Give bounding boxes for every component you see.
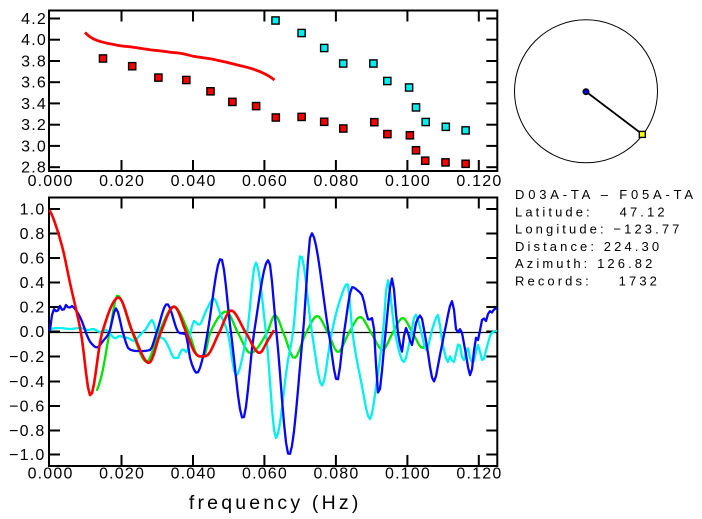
svg-text:3.2: 3.2 — [21, 117, 47, 134]
svg-text:Azimuth: 126.82: Azimuth: 126.82 — [515, 256, 655, 271]
svg-text:0.080: 0.080 — [313, 466, 359, 483]
svg-text:0.020: 0.020 — [99, 466, 145, 483]
svg-text:3.4: 3.4 — [21, 96, 47, 113]
svg-text:0.2: 0.2 — [20, 300, 46, 317]
svg-text:0.060: 0.060 — [242, 466, 288, 483]
svg-text:−0.4: −0.4 — [9, 374, 45, 391]
svg-text:0.120: 0.120 — [456, 466, 502, 483]
svg-text:0.040: 0.040 — [171, 173, 217, 190]
svg-text:0.0: 0.0 — [20, 324, 46, 341]
svg-text:0.040: 0.040 — [171, 466, 217, 483]
svg-text:0.080: 0.080 — [313, 173, 359, 190]
svg-text:0.020: 0.020 — [99, 173, 145, 190]
svg-text:3.8: 3.8 — [21, 54, 47, 71]
svg-text:0.4: 0.4 — [20, 275, 46, 292]
svg-text:D03A-TA – F05A-TA: D03A-TA – F05A-TA — [515, 187, 697, 202]
svg-text:2.8: 2.8 — [21, 160, 47, 177]
svg-text:1.0: 1.0 — [20, 202, 46, 219]
svg-text:4.2: 4.2 — [21, 11, 47, 28]
svg-text:−1.0: −1.0 — [9, 447, 45, 464]
svg-text:0.000: 0.000 — [28, 173, 74, 190]
svg-text:Latitude: 47.12: Latitude: 47.12 — [515, 204, 668, 219]
svg-text:−0.6: −0.6 — [9, 399, 45, 416]
svg-text:0.000: 0.000 — [28, 466, 74, 483]
svg-text:0.100: 0.100 — [385, 173, 431, 190]
svg-text:0.6: 0.6 — [20, 251, 46, 268]
svg-text:0.120: 0.120 — [456, 173, 502, 190]
svg-text:−0.8: −0.8 — [9, 423, 45, 440]
svg-text:0.8: 0.8 — [20, 226, 46, 243]
svg-text:Longitude: −123.77: Longitude: −123.77 — [515, 222, 683, 237]
svg-text:frequency (Hz): frequency (Hz) — [189, 492, 362, 514]
svg-text:Distance: 224.30: Distance: 224.30 — [515, 239, 662, 254]
svg-text:3.6: 3.6 — [21, 75, 47, 92]
svg-text:0.100: 0.100 — [385, 466, 431, 483]
svg-text:4.0: 4.0 — [21, 32, 47, 49]
svg-text:−0.2: −0.2 — [9, 349, 45, 366]
svg-text:3.0: 3.0 — [21, 138, 47, 155]
svg-text:Records: 1732: Records: 1732 — [515, 274, 660, 289]
svg-text:0.060: 0.060 — [242, 173, 288, 190]
